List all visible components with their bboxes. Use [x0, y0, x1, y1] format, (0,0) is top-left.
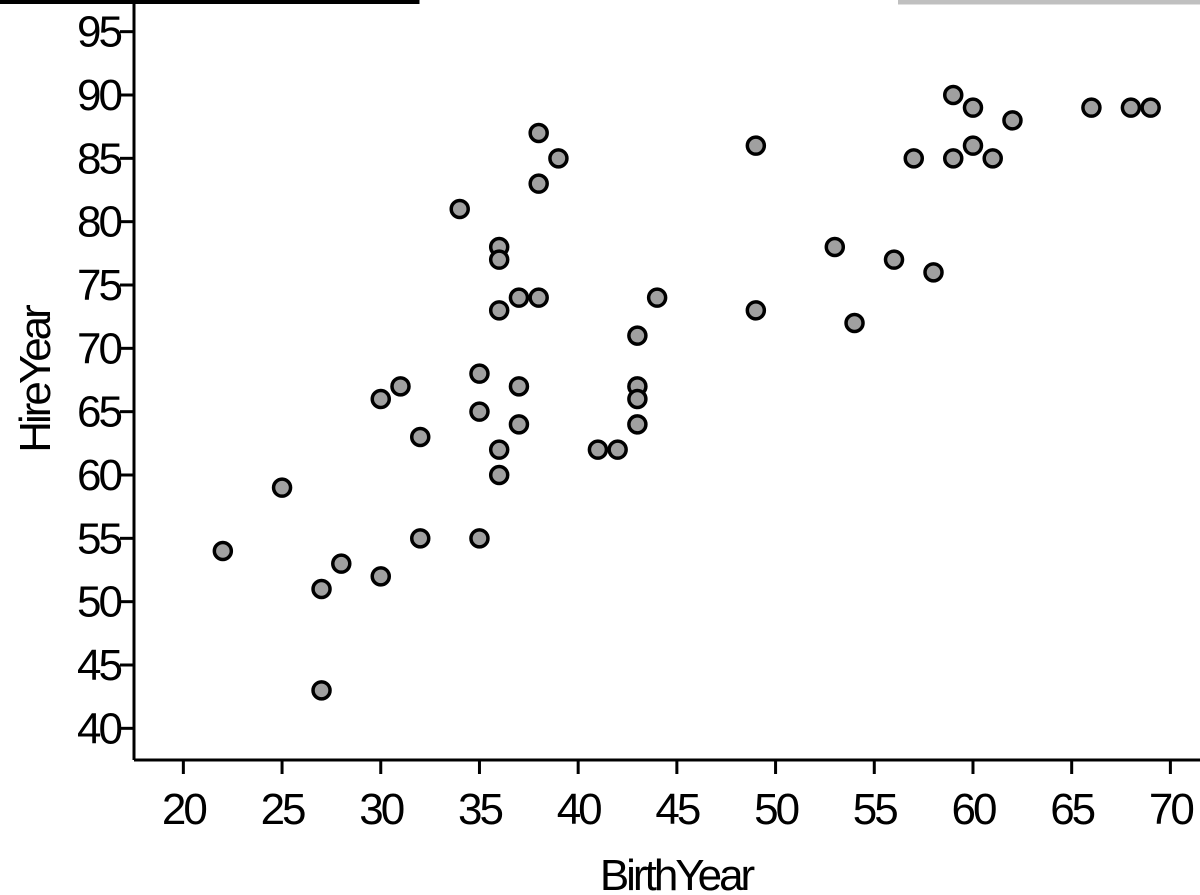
data-point: [311, 680, 332, 701]
data-point: [469, 363, 490, 384]
data-point: [488, 249, 510, 270]
data-point: [331, 553, 352, 574]
data-point: [390, 376, 411, 397]
y-tick-label: 55: [77, 514, 121, 563]
data-point: [942, 148, 964, 169]
x-tick-label: 35: [458, 785, 502, 834]
y-tick-label: 65: [77, 388, 121, 437]
data-point: [528, 122, 549, 144]
x-tick-label: 30: [359, 785, 403, 834]
y-axis-title: HireYear: [11, 305, 60, 453]
data-point: [627, 325, 648, 346]
x-tick-label: 55: [853, 785, 897, 834]
data-point: [1081, 97, 1102, 118]
y-tick-label: 40: [77, 704, 121, 753]
data-point: [883, 249, 905, 270]
data-point: [923, 262, 944, 283]
data-point: [508, 287, 530, 308]
data-point: [646, 287, 668, 308]
data-point: [745, 300, 767, 321]
y-tick-label: 50: [77, 578, 121, 627]
y-tick-label: 70: [77, 324, 121, 373]
y-tick-label: 60: [77, 451, 121, 500]
data-point: [311, 578, 332, 600]
data-point: [409, 426, 431, 448]
x-tick-label: 50: [754, 785, 798, 834]
data-point: [409, 528, 431, 549]
data-point: [1120, 97, 1142, 118]
data-point: [627, 388, 648, 410]
data-point: [627, 414, 648, 435]
data-point: [508, 376, 530, 397]
x-axis-title: BirthYear: [600, 851, 755, 895]
y-tick-label: 95: [77, 8, 121, 57]
data-point: [488, 439, 510, 460]
y-tick-label: 85: [77, 134, 121, 183]
data-point: [271, 477, 293, 498]
x-tick-label: 25: [261, 785, 305, 834]
x-tick-label: 60: [952, 785, 996, 834]
data-point: [1140, 97, 1161, 118]
x-ticks: 20 25 30 35 40 45 50 55 60 65 70: [162, 760, 1196, 834]
data-point: [942, 84, 964, 106]
y-ticks: 40 45 50 55 60 65 70 75 80 85 90 95: [77, 8, 134, 753]
data-points: [212, 84, 1161, 701]
y-tick-label: 75: [77, 261, 121, 310]
x-tick-label: 70: [1149, 785, 1193, 834]
y-tick-label: 80: [77, 198, 121, 247]
data-point: [824, 236, 846, 258]
data-point: [745, 135, 767, 156]
data-point: [370, 566, 392, 587]
x-tick-label: 65: [1050, 785, 1094, 834]
y-tick-label: 45: [77, 641, 121, 690]
data-point: [528, 173, 549, 194]
x-tick-label: 20: [162, 785, 206, 834]
data-point: [488, 464, 510, 486]
data-point: [982, 148, 1003, 169]
x-tick-label: 40: [557, 785, 601, 834]
data-point: [488, 300, 510, 321]
data-point: [212, 540, 234, 562]
data-point: [508, 414, 530, 435]
data-point: [528, 287, 549, 308]
data-point: [844, 312, 865, 334]
data-point: [449, 198, 470, 220]
data-point: [1002, 110, 1023, 131]
data-point: [469, 528, 490, 549]
data-point: [962, 97, 984, 118]
data-point: [607, 439, 628, 460]
x-tick-label: 45: [655, 785, 699, 834]
data-point: [469, 401, 490, 422]
data-point: [548, 148, 569, 169]
data-point: [962, 135, 984, 156]
data-point: [903, 148, 925, 169]
data-point: [370, 388, 392, 410]
y-tick-label: 90: [77, 71, 121, 120]
data-point: [587, 439, 609, 460]
axes: [132, 0, 1200, 762]
